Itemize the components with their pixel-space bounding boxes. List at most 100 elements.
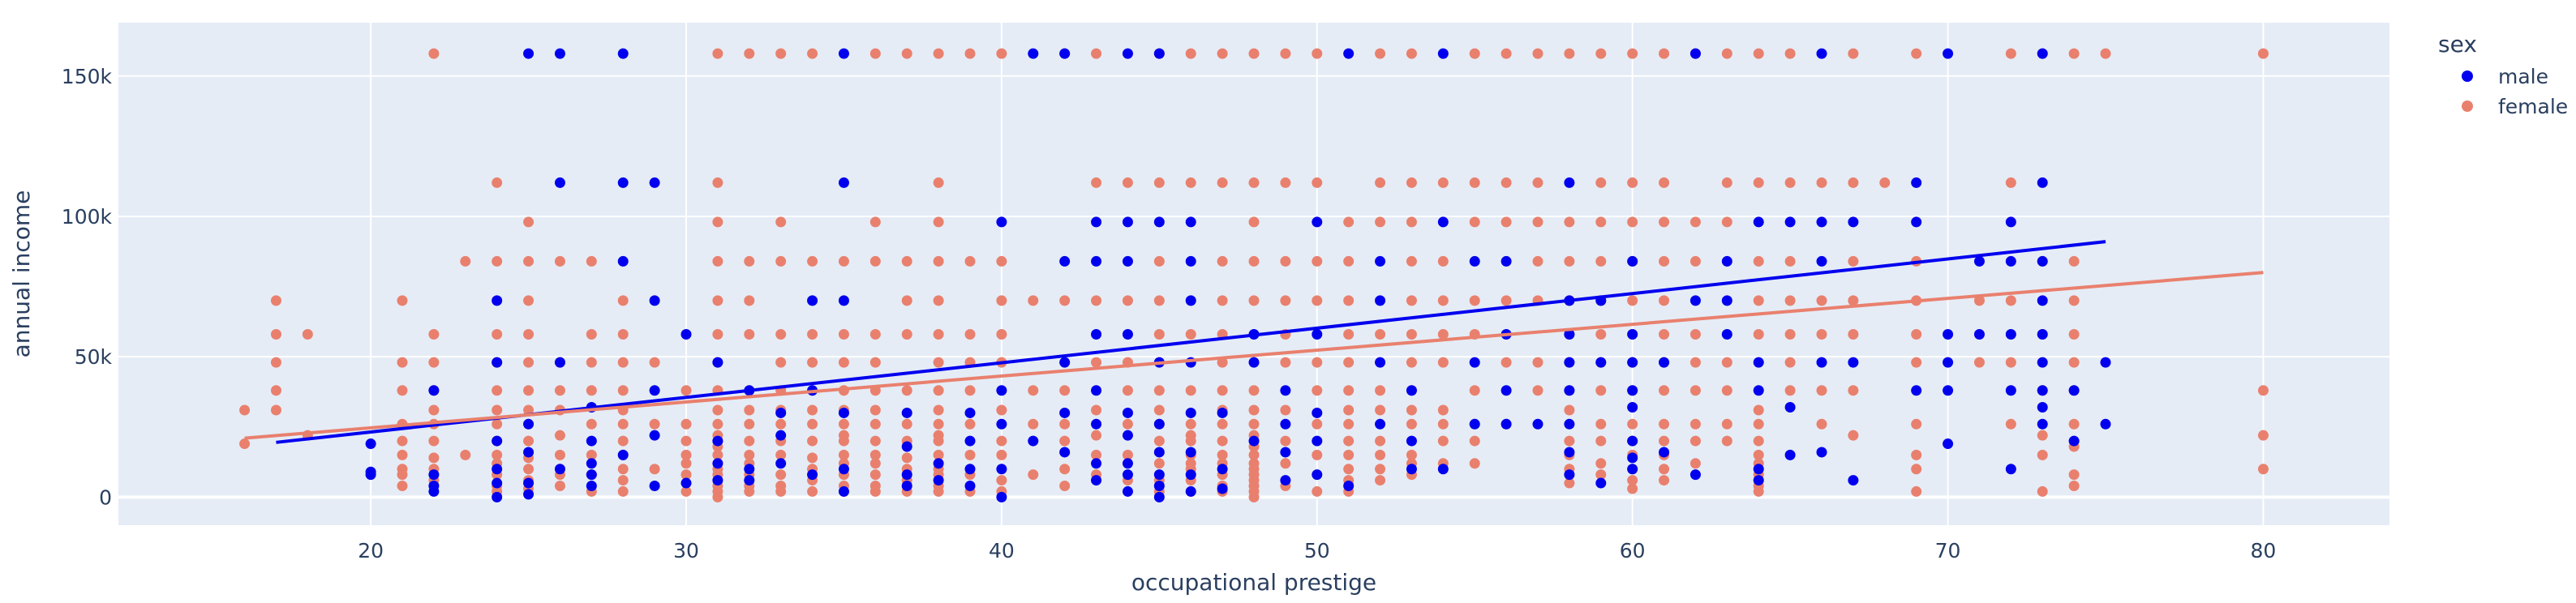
- point-male: [1091, 475, 1102, 486]
- point-female: [1595, 48, 1607, 59]
- point-male: [1185, 295, 1196, 306]
- point-male: [554, 464, 565, 475]
- point-male: [1122, 216, 1133, 228]
- point-male: [1501, 418, 1512, 430]
- point-female: [1312, 385, 1323, 396]
- point-male: [1784, 402, 1796, 413]
- point-female: [1248, 385, 1260, 396]
- point-female: [996, 435, 1007, 447]
- point-female: [1375, 464, 1386, 475]
- point-male: [712, 357, 723, 368]
- point-female: [1280, 255, 1291, 267]
- point-female: [1753, 48, 1764, 59]
- point-female: [1122, 418, 1133, 430]
- point-female: [1185, 385, 1196, 396]
- point-female: [1501, 357, 1512, 368]
- point-female: [397, 357, 408, 368]
- point-female: [712, 216, 723, 228]
- point-female: [1122, 385, 1133, 396]
- point-male: [365, 438, 376, 450]
- point-male: [1564, 447, 1575, 458]
- point-male: [1153, 491, 1165, 502]
- point-female: [933, 357, 944, 368]
- point-female: [933, 449, 944, 460]
- point-female: [1437, 435, 1449, 447]
- point-male: [1627, 402, 1638, 413]
- point-female: [397, 385, 408, 396]
- point-female: [492, 385, 503, 396]
- point-female: [1437, 328, 1449, 340]
- legend-label-male[interactable]: male: [2498, 65, 2548, 88]
- point-female: [1028, 295, 1039, 306]
- point-male: [1280, 447, 1291, 458]
- point-male: [1375, 295, 1386, 306]
- point-female: [1564, 216, 1575, 228]
- point-male: [838, 464, 849, 475]
- point-female: [2100, 48, 2111, 59]
- point-male: [1153, 216, 1165, 228]
- point-female: [397, 449, 408, 460]
- x-tick-label: 50: [1304, 539, 1330, 562]
- point-female: [869, 458, 881, 469]
- point-male: [2068, 435, 2080, 447]
- legend-marker-male[interactable]: [2462, 71, 2473, 82]
- point-male: [680, 328, 692, 340]
- point-male: [2037, 357, 2048, 368]
- point-male: [2100, 357, 2111, 368]
- point-male: [1816, 48, 1827, 59]
- point-female: [807, 404, 818, 416]
- point-female: [1122, 177, 1133, 188]
- legend-marker-female[interactable]: [2462, 100, 2473, 112]
- point-male: [838, 295, 849, 306]
- point-female: [901, 385, 912, 396]
- legend-label-female[interactable]: female: [2498, 95, 2568, 118]
- point-male: [1469, 255, 1480, 267]
- legend: sex male female: [2438, 31, 2568, 118]
- point-female: [712, 449, 723, 460]
- point-female: [807, 452, 818, 464]
- point-male: [744, 475, 755, 486]
- point-male: [617, 255, 629, 267]
- y-tick-label: 100k: [62, 205, 113, 229]
- point-male: [1816, 447, 1827, 458]
- point-female: [1532, 255, 1543, 267]
- point-female: [1753, 328, 1764, 340]
- point-female: [869, 469, 881, 481]
- point-female: [1343, 357, 1355, 368]
- point-female: [617, 485, 629, 497]
- point-female: [901, 418, 912, 430]
- point-male: [1153, 418, 1165, 430]
- point-female: [901, 255, 912, 267]
- point-male: [901, 469, 912, 481]
- point-female: [1406, 357, 1417, 368]
- point-female: [1659, 328, 1670, 340]
- point-female: [1028, 385, 1039, 396]
- point-female: [1469, 48, 1480, 59]
- point-male: [1122, 328, 1133, 340]
- point-female: [712, 255, 723, 267]
- grid-lines: [118, 23, 2389, 525]
- point-male: [1973, 328, 1985, 340]
- point-female: [996, 48, 1007, 59]
- point-female: [2005, 295, 2016, 306]
- point-male: [428, 385, 440, 396]
- point-male: [1122, 430, 1133, 441]
- point-female: [1501, 48, 1512, 59]
- point-male: [1185, 485, 1196, 497]
- point-female: [807, 418, 818, 430]
- point-male: [807, 295, 818, 306]
- point-female: [1217, 418, 1228, 430]
- point-male: [554, 177, 565, 188]
- point-female: [838, 328, 849, 340]
- point-female: [1753, 177, 1764, 188]
- x-tick-label: 60: [1620, 539, 1646, 562]
- point-male: [712, 475, 723, 486]
- point-female: [807, 255, 818, 267]
- point-male: [1943, 385, 1954, 396]
- point-female: [1595, 255, 1607, 267]
- point-male: [492, 464, 503, 475]
- point-male: [1028, 48, 1039, 59]
- point-female: [239, 438, 251, 450]
- point-male: [807, 469, 818, 481]
- point-female: [1153, 458, 1165, 469]
